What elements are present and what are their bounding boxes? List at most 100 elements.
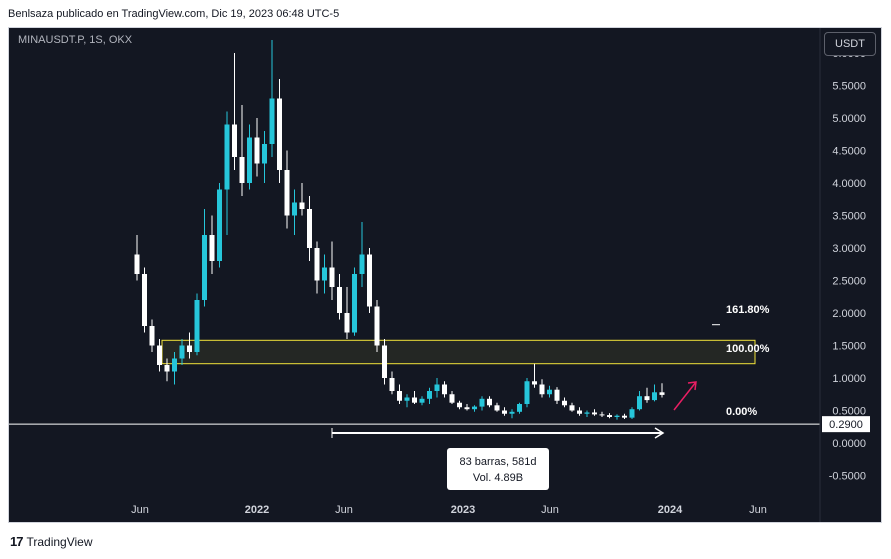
candle-body bbox=[254, 137, 260, 164]
symbol-label[interactable]: MINAUSDT.P, 1S, OKX bbox=[18, 34, 133, 46]
overlay-layer: 0.2900 161.80% 100.00% 0.00% bbox=[9, 304, 870, 439]
candle-body bbox=[404, 397, 410, 401]
candle-body bbox=[502, 410, 507, 414]
fib-level-label: 161.80% bbox=[726, 304, 770, 316]
candle-body bbox=[389, 378, 395, 391]
candle-body bbox=[464, 407, 470, 410]
candle-body bbox=[374, 306, 380, 346]
candle-body bbox=[569, 405, 575, 411]
candle-body bbox=[344, 313, 350, 333]
candle-body bbox=[584, 412, 590, 414]
y-tick-label: 2.5000 bbox=[832, 276, 866, 288]
candle-body bbox=[577, 410, 582, 414]
candle-body bbox=[517, 404, 522, 412]
y-tick-label: 5.5000 bbox=[832, 81, 866, 93]
candle-body bbox=[554, 389, 560, 401]
candle-body bbox=[134, 254, 140, 274]
currency-button[interactable]: USDT bbox=[824, 32, 876, 56]
candle-body bbox=[434, 384, 440, 391]
measure-arrow-head-icon bbox=[654, 427, 665, 439]
y-tick-label: -0.5000 bbox=[829, 471, 866, 483]
candle-body bbox=[157, 345, 162, 365]
candle-body bbox=[479, 398, 485, 407]
y-tick-label: 0.5000 bbox=[832, 406, 866, 418]
candle-body bbox=[149, 326, 155, 346]
fib-zone[interactable] bbox=[161, 339, 756, 365]
y-tick-label: 0.0000 bbox=[832, 438, 866, 450]
candle-body bbox=[419, 398, 425, 403]
candle-body bbox=[547, 389, 552, 395]
candle-body bbox=[622, 415, 627, 418]
fib-zone-box[interactable] bbox=[161, 339, 756, 365]
x-tick-label: Jun bbox=[749, 504, 767, 516]
fib-level-label: 100.00% bbox=[726, 343, 770, 355]
measure-info-box: 83 barras, 581d Vol. 4.89B bbox=[447, 448, 549, 490]
candle-body bbox=[614, 415, 620, 417]
price-marker-label: 0.2900 bbox=[829, 419, 863, 431]
y-tick-label: 3.0000 bbox=[832, 243, 866, 255]
candle-body bbox=[194, 300, 200, 352]
candle-body bbox=[539, 384, 545, 395]
candle-body bbox=[232, 124, 237, 157]
candle-body bbox=[472, 406, 477, 410]
y-tick-label: 1.0000 bbox=[832, 373, 866, 385]
candle-body bbox=[607, 415, 612, 417]
tradingview-logo-icon: 17 bbox=[10, 534, 24, 549]
x-tick-label: 2022 bbox=[245, 504, 269, 516]
candle-body bbox=[262, 144, 267, 164]
candle-body bbox=[427, 391, 432, 399]
candle-body bbox=[179, 345, 185, 359]
candle-body bbox=[217, 189, 222, 261]
candle-body bbox=[359, 254, 365, 274]
y-tick-label: 1.5000 bbox=[832, 341, 866, 353]
candle-body bbox=[292, 202, 297, 216]
candle-body bbox=[329, 267, 335, 287]
candle-body bbox=[644, 396, 650, 401]
x-tick-label: Jun bbox=[131, 504, 149, 516]
chart-panel[interactable] bbox=[8, 27, 882, 523]
candle-body bbox=[172, 358, 177, 372]
x-axis[interactable]: Jun 2022 Jun 2023 Jun 2024 Jun bbox=[131, 504, 767, 516]
candle-body bbox=[247, 137, 252, 183]
footer-brand[interactable]: 17 TradingView bbox=[10, 534, 93, 549]
candle-body bbox=[652, 392, 657, 401]
y-tick-label: 4.5000 bbox=[832, 146, 866, 158]
x-tick-label: 2024 bbox=[658, 504, 683, 516]
candle-body bbox=[509, 411, 515, 414]
y-tick-label: 2.0000 bbox=[832, 308, 866, 320]
publisher-line: Benlsaza publicado en TradingView.com, D… bbox=[8, 8, 340, 20]
candle-body bbox=[524, 381, 530, 404]
candle-body bbox=[457, 402, 462, 408]
candle-body bbox=[592, 412, 597, 415]
candle-body bbox=[142, 274, 147, 326]
measure-volume-label: Vol. 4.89B bbox=[472, 472, 524, 484]
y-axis[interactable]: 6.00005.50005.00004.50004.00003.50003.00… bbox=[819, 28, 866, 522]
candle-body bbox=[164, 365, 170, 372]
candle-body bbox=[284, 170, 290, 216]
candle-body bbox=[367, 254, 372, 307]
candle-body bbox=[397, 391, 402, 401]
candle-body bbox=[562, 400, 567, 406]
fib-level-label: 0.00% bbox=[726, 406, 757, 418]
candle-body bbox=[299, 202, 305, 209]
trend-arrow-line[interactable] bbox=[673, 381, 697, 411]
candle-body bbox=[269, 98, 275, 144]
candle-body bbox=[322, 267, 327, 281]
candle-body bbox=[307, 209, 312, 248]
footer-brand-label: TradingView bbox=[26, 534, 93, 549]
candle-body bbox=[532, 381, 537, 385]
candle-body bbox=[494, 405, 500, 411]
candles-layer bbox=[134, 40, 665, 420]
y-tick-label: 5.0000 bbox=[832, 113, 866, 125]
x-tick-label: Jun bbox=[541, 504, 559, 516]
candle-body bbox=[187, 345, 192, 352]
candle-body bbox=[202, 235, 207, 300]
candle-body bbox=[629, 409, 635, 418]
y-tick-label: 4.0000 bbox=[832, 178, 866, 190]
candle-body bbox=[637, 396, 642, 410]
x-tick-label: 2023 bbox=[451, 504, 475, 516]
candle-body bbox=[209, 235, 215, 261]
candle-body bbox=[442, 384, 447, 395]
candle-body bbox=[224, 124, 230, 190]
